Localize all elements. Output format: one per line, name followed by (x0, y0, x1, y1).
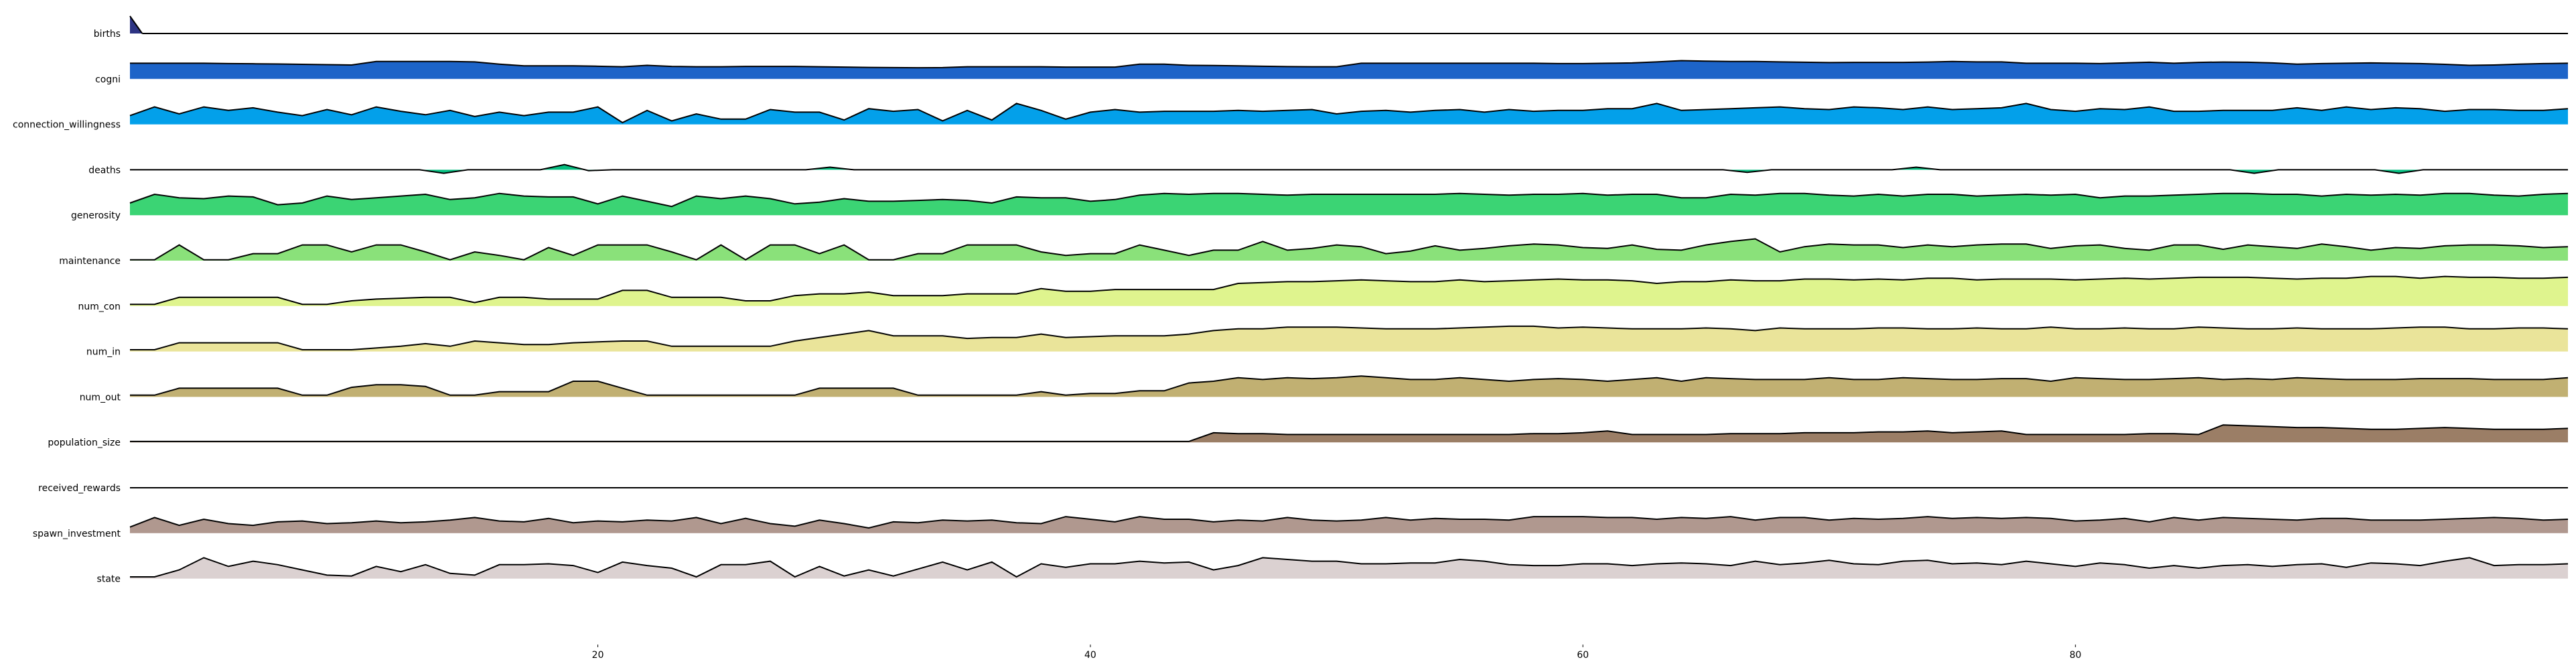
x-tick-label-80: 80 (2070, 650, 2082, 661)
row-generosity: generosity (71, 192, 2569, 221)
row-label-num-con: num_con (78, 302, 121, 312)
line-births (129, 15, 143, 34)
line-connection-willingness (129, 103, 2569, 124)
row-births: births (94, 15, 2568, 40)
row-label-maintenance: maintenance (59, 256, 121, 267)
x-axis: 20 40 60 80 (592, 645, 2082, 661)
x-tick-label-40: 40 (1084, 650, 1096, 661)
row-maintenance: maintenance (59, 238, 2569, 267)
line-state (130, 557, 2569, 578)
row-label-state: state (97, 574, 121, 585)
area-deaths (130, 164, 2568, 174)
row-cogni: cogni (95, 60, 2569, 85)
line-spawn-investment (129, 516, 2569, 529)
line-generosity (129, 192, 2569, 208)
area-cogni (130, 60, 2568, 79)
row-label-deaths: deaths (88, 165, 121, 176)
area-state (130, 557, 2568, 579)
line-cogni (130, 60, 2569, 69)
row-received-rewards: received_rewards (38, 483, 2568, 494)
area-connection-willingness (130, 103, 2568, 125)
row-population-size: population_size (48, 424, 2569, 448)
row-label-cogni: cogni (95, 74, 121, 85)
row-label-connection-willingness: connection_willingness (13, 120, 121, 131)
area-num-out (130, 376, 2568, 397)
row-num-out: num_out (80, 375, 2569, 403)
row-deaths: deaths (88, 163, 2568, 176)
row-label-generosity: generosity (71, 210, 121, 221)
x-tick-label-20: 20 (592, 650, 604, 661)
line-population-size (130, 424, 2569, 442)
row-label-received-rewards: received_rewards (38, 483, 121, 494)
area-num-in (130, 326, 2568, 352)
row-num-con: num_con (78, 275, 2569, 312)
area-births (130, 16, 143, 34)
row-num-in: num_in (86, 325, 2569, 358)
row-label-num-out: num_out (80, 392, 121, 403)
row-state: state (97, 557, 2569, 585)
area-population-size (130, 425, 2568, 443)
row-label-births: births (94, 29, 121, 40)
line-num-out (130, 375, 2569, 396)
row-label-population-size: population_size (48, 438, 121, 448)
line-num-con (130, 275, 2569, 306)
x-tick-label-60: 60 (1577, 650, 1589, 661)
area-maintenance (130, 239, 2568, 261)
row-connection-willingness: connection_willingness (13, 103, 2569, 131)
row-spawn-investment: spawn_investment (33, 516, 2569, 539)
row-label-spawn-investment: spawn_investment (33, 529, 121, 539)
line-deaths (130, 163, 2568, 174)
line-num-in (130, 325, 2569, 350)
row-label-num-in: num_in (86, 347, 121, 358)
area-num-con (130, 276, 2568, 306)
area-spawn-investment (130, 517, 2568, 533)
line-maintenance (130, 238, 2569, 261)
area-generosity (130, 193, 2568, 216)
